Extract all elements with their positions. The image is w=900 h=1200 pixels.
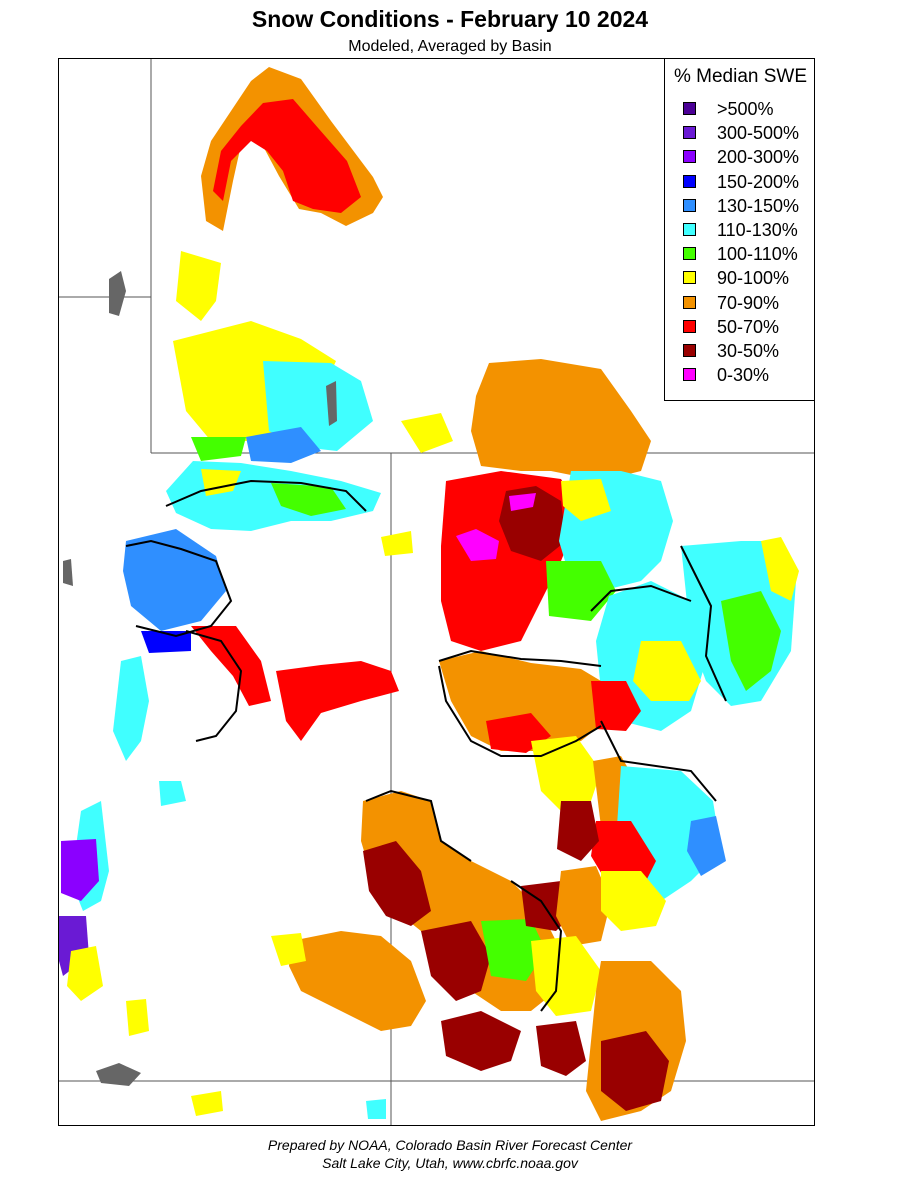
legend-label: 50-70% bbox=[717, 316, 780, 337]
legend-swatch bbox=[683, 150, 696, 164]
legend-item: 50-70% bbox=[683, 317, 813, 337]
legend-item: >500% bbox=[683, 99, 813, 119]
legend-swatch bbox=[683, 102, 696, 115]
legend-swatch bbox=[683, 271, 696, 285]
legend-swatch bbox=[683, 198, 696, 212]
footer-location: Salt Lake City, Utah, www.cbrfc.noaa.gov bbox=[322, 1155, 578, 1171]
legend-label: 300-500% bbox=[717, 123, 800, 144]
legend-label: >500% bbox=[717, 99, 774, 119]
yampa-white-region bbox=[123, 461, 413, 741]
legend-swatch bbox=[683, 295, 696, 309]
legend-label: 0-30% bbox=[717, 365, 770, 386]
utah-region bbox=[59, 656, 186, 1001]
legend-title: % Median SWE bbox=[673, 66, 808, 87]
gunnison-dolores-region bbox=[439, 651, 726, 901]
basin-map-graphic bbox=[59, 59, 814, 1125]
legend: % Median SWE >500% 300-500% 200-300% 150-20… bbox=[664, 58, 815, 401]
legend-item: 200-300% bbox=[683, 147, 813, 167]
legend-swatch bbox=[683, 223, 696, 236]
legend-item: 30-50% bbox=[683, 341, 813, 361]
san-juan-region bbox=[126, 791, 686, 1121]
legend-label: 30-50% bbox=[717, 341, 780, 361]
legend-label: 110-130% bbox=[717, 220, 798, 240]
legend-item: 90-100% bbox=[683, 268, 813, 288]
upper-green-region bbox=[173, 67, 453, 463]
legend-label: 70-90% bbox=[717, 292, 780, 313]
legend-item: 300-500% bbox=[683, 123, 813, 143]
footer-credit: Prepared by NOAA, Colorado Basin River F… bbox=[267, 1137, 633, 1153]
legend-swatch bbox=[683, 174, 696, 188]
legend-swatch bbox=[683, 247, 696, 261]
legend-label: 200-300% bbox=[717, 147, 800, 168]
legend-item: 100-110% bbox=[683, 244, 813, 264]
legend-swatch bbox=[683, 319, 696, 333]
map-title: Snow Conditions - February 10 2024 bbox=[251, 6, 649, 32]
legend-label: 100-110% bbox=[717, 244, 798, 265]
legend-swatch bbox=[683, 368, 696, 382]
basin-outlines bbox=[125, 479, 727, 1012]
legend-item: 0-30% bbox=[683, 365, 813, 385]
legend-swatch bbox=[683, 344, 696, 357]
legend-item: 110-130% bbox=[683, 220, 813, 240]
legend-item: 130-150% bbox=[683, 196, 813, 216]
legend-item: 70-90% bbox=[683, 293, 813, 313]
legend-item: 150-200% bbox=[683, 172, 813, 192]
legend-label: 150-200% bbox=[717, 171, 800, 192]
legend-swatch bbox=[683, 126, 696, 140]
legend-label: 130-150% bbox=[717, 195, 800, 216]
legend-label: 90-100% bbox=[717, 268, 790, 289]
map-subtitle: Modeled, Averaged by Basin bbox=[348, 38, 552, 55]
lakes bbox=[63, 271, 337, 1086]
colorado-headwaters-region bbox=[441, 359, 799, 731]
